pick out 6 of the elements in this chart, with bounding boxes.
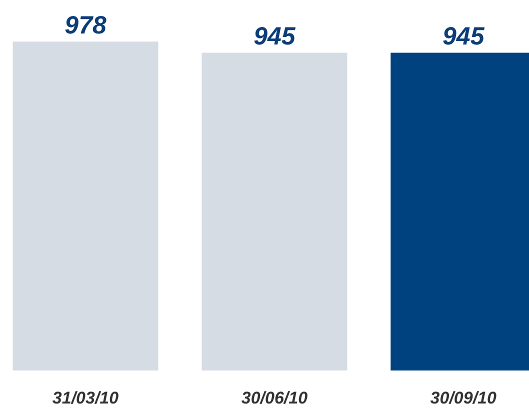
data-label: 978 <box>64 12 106 40</box>
x-tick-label: 30/06/10 <box>241 388 308 408</box>
x-tick-label: 31/03/10 <box>52 388 120 408</box>
x-tick-label: 30/09/10 <box>430 388 498 408</box>
data-label: 945 <box>442 22 486 51</box>
data-label: 945 <box>254 22 296 51</box>
